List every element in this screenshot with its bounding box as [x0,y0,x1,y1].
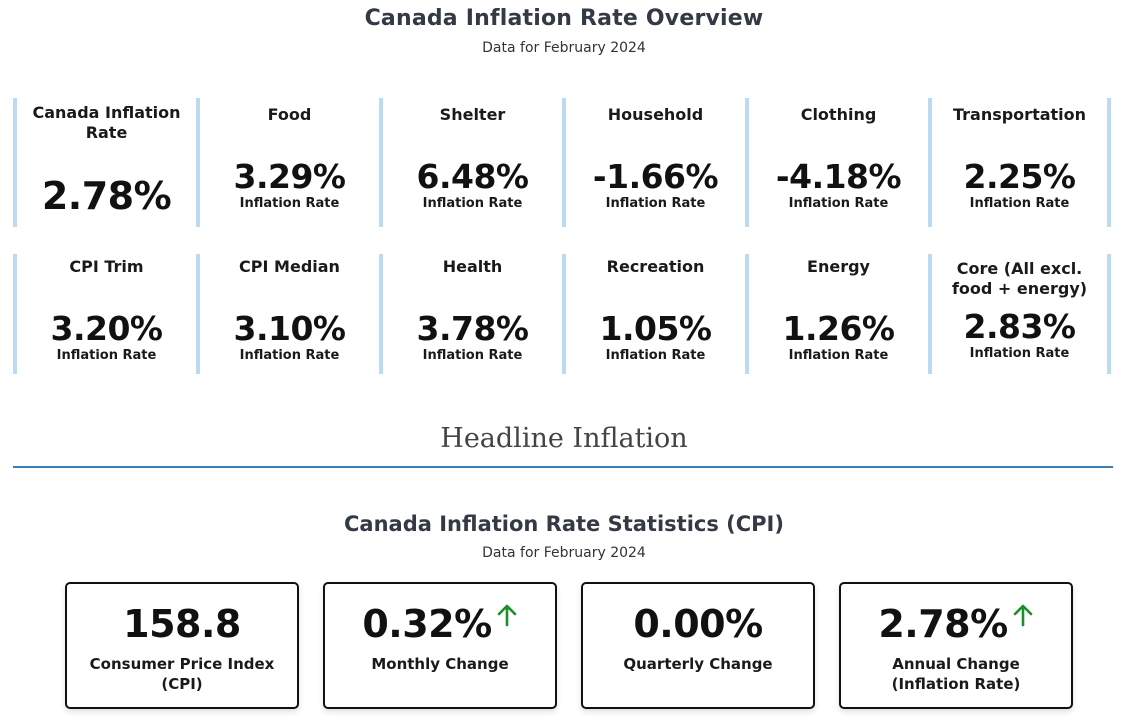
card-value: 2.25% [963,157,1077,196]
inflation-cards-grid: Canada Inflation Rate 2.78% Food 3.29% I… [13,98,1113,376]
up-arrow-icon [1012,603,1034,631]
stats-title: Canada Inflation Rate Statistics (CPI) [344,512,784,536]
card-household: Household -1.66% Inflation Rate [562,98,745,227]
card-label: Shelter [439,105,506,124]
card-canada-inflation-rate: Canada Inflation Rate 2.78% [13,98,196,227]
card-transportation: Transportation 2.25% Inflation Rate [928,98,1111,227]
stat-label: Consumer Price Index (CPI) [89,655,275,693]
card-sublabel: Inflation Rate [605,196,706,211]
card-health: Health 3.78% Inflation Rate [379,254,562,374]
stat-value-row: 158.8 [67,602,297,646]
stat-label: Annual Change (Inflation Rate) [891,655,1021,693]
card-sublabel: Inflation Rate [239,196,340,211]
card-core: Core (All excl. food + energy) 2.83% Inf… [928,254,1111,374]
card-value: 3.20% [50,309,164,348]
card-label: Clothing [800,105,877,124]
stat-value-row: 0.00% [583,602,813,646]
stat-value: 158.8 [123,602,241,646]
card-value: 3.10% [233,309,347,348]
card-value: -4.18% [775,157,902,196]
card-label: CPI Median [239,257,340,276]
stat-value: 0.32% [362,602,492,646]
stat-value: 2.78% [878,602,1008,646]
section-divider [13,466,1113,468]
stat-box-quarterly-change: 0.00% Quarterly Change [581,582,815,709]
card-label: Canada Inflation Rate [32,103,181,142]
card-sublabel: Inflation Rate [969,196,1070,211]
page-subtitle: Data for February 2024 [482,40,646,56]
stat-box-cpi: 158.8 Consumer Price Index (CPI) [65,582,299,709]
stat-value-row: 2.78% [841,602,1071,646]
card-value: 3.78% [416,309,530,348]
card-value: 3.29% [233,157,347,196]
card-shelter: Shelter 6.48% Inflation Rate [379,98,562,227]
card-label: Health [442,257,503,276]
card-value: -1.66% [592,157,719,196]
card-sublabel: Inflation Rate [788,348,889,363]
card-cpi-trim: CPI Trim 3.20% Inflation Rate [13,254,196,374]
card-value: 6.48% [416,157,530,196]
stat-box-annual-change: 2.78% Annual Change (Inflation Rate) [839,582,1073,709]
card-label: Food [267,105,312,124]
card-label: Recreation [606,257,705,276]
card-sublabel: Inflation Rate [969,346,1070,361]
section-heading: Headline Inflation [440,423,688,454]
card-value: 2.83% [963,307,1077,346]
stat-label: Quarterly Change [623,655,773,673]
stats-subtitle: Data for February 2024 [482,545,646,561]
up-arrow-icon [496,603,518,631]
card-sublabel: Inflation Rate [788,196,889,211]
stat-value: 0.00% [633,602,763,646]
card-sublabel: Inflation Rate [422,348,523,363]
card-energy: Energy 1.26% Inflation Rate [745,254,928,374]
card-value: 1.05% [599,309,713,348]
card-label: Household [607,105,704,124]
card-sublabel: Inflation Rate [422,196,523,211]
card-label: Energy [807,257,870,276]
card-label: Core (All excl. food + energy) [951,259,1088,298]
card-food: Food 3.29% Inflation Rate [196,98,379,227]
card-value: 1.26% [782,309,896,348]
page-title: Canada Inflation Rate Overview [364,6,764,31]
stat-label: Monthly Change [371,655,509,673]
stat-box-monthly-change: 0.32% Monthly Change [323,582,557,709]
card-sublabel: Inflation Rate [56,348,157,363]
card-cpi-median: CPI Median 3.10% Inflation Rate [196,254,379,374]
stat-value-row: 0.32% [325,602,555,646]
card-clothing: Clothing -4.18% Inflation Rate [745,98,928,227]
card-value: 2.78% [41,174,172,218]
card-sublabel: Inflation Rate [605,348,706,363]
card-label: Transportation [952,105,1087,124]
card-recreation: Recreation 1.05% Inflation Rate [562,254,745,374]
card-sublabel: Inflation Rate [239,348,340,363]
card-label: CPI Trim [69,257,144,276]
